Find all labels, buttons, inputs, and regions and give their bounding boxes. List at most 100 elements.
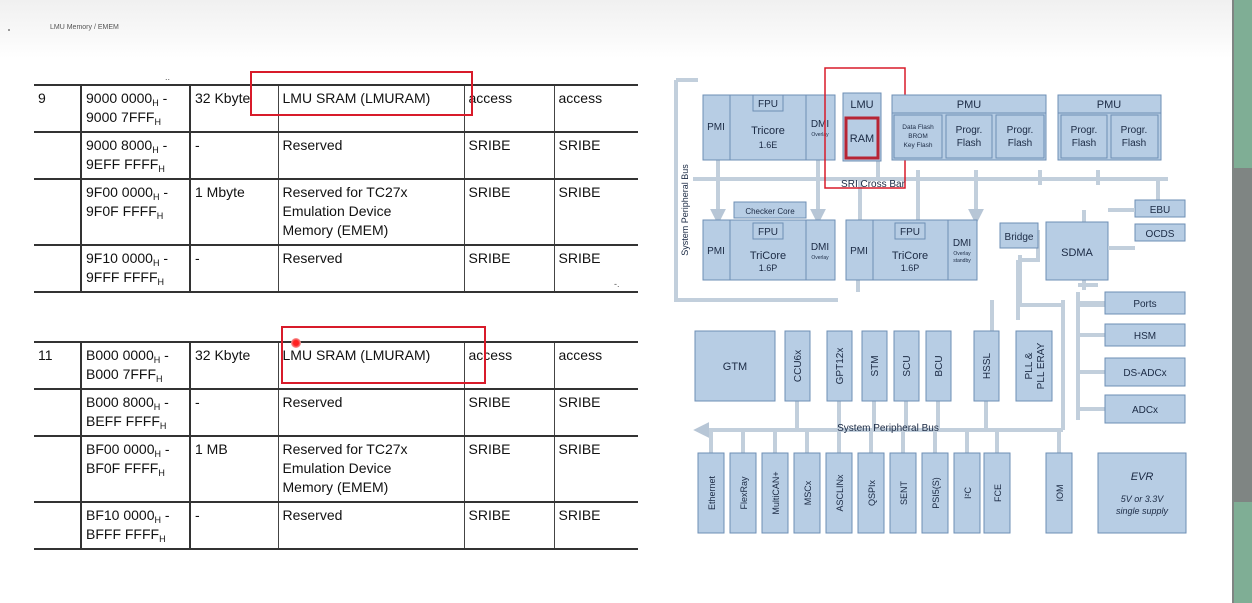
hex-suffix: H (158, 164, 165, 174)
hex-suffix: H (153, 402, 161, 412)
cpu0-dmi-label: DMI (811, 119, 829, 130)
cpu2-pmi[interactable] (845, 219, 874, 281)
cpu0-fpu-label: FPU (758, 99, 778, 110)
right-block-ds-adcx[interactable] (1104, 357, 1186, 387)
address-end: 9FFF FFFF (86, 269, 158, 285)
address-dash: - (160, 394, 169, 410)
cpu0-fpu[interactable] (752, 94, 784, 112)
description-cell: Reserved for TC27x Emulation Device Memory… (278, 179, 465, 246)
cpu1-checker-core[interactable] (733, 201, 807, 219)
address-end: BEFF FFFF (86, 413, 160, 429)
address-start: 9F00 0000 (86, 184, 153, 200)
cpu2-dmi-label: DMI (953, 238, 971, 249)
hex-suffix: H (158, 468, 165, 478)
table-row: BF00 0000H - BF0F FFFFH 1 MB Reserved for T… (34, 436, 638, 503)
address-range-cell: BF10 0000H - BFFF FFFFH (81, 502, 191, 550)
description-cell: Reserved (278, 245, 465, 293)
cpu1-pmi[interactable] (702, 219, 731, 281)
hex-suffix: H (156, 211, 164, 221)
block-asclinx[interactable] (825, 452, 853, 534)
description-cell: LMU SRAM (LMURAM) (278, 84, 465, 133)
sdma-label: SDMA (1061, 247, 1093, 259)
block-bcu[interactable] (925, 330, 952, 402)
access-cell: SRIBE (554, 389, 638, 437)
block-hssl[interactable] (973, 330, 1000, 402)
address-end: B000 7FFF (86, 366, 157, 382)
segment-cell (34, 436, 82, 503)
bus-lines (674, 78, 1168, 438)
right-block-hsm[interactable] (1104, 323, 1186, 347)
block-stm[interactable] (861, 330, 888, 402)
pmu0-dflash-l3: Key Flash (904, 142, 933, 149)
cpu2-dmi[interactable] (947, 219, 978, 281)
block-iom[interactable] (1045, 452, 1073, 534)
address-range-cell: B000 8000H - BEFF FFFFH (81, 389, 191, 437)
block-label: BCU (934, 355, 945, 376)
lmu-ram-block[interactable] (844, 116, 880, 160)
gtm-block[interactable] (694, 330, 776, 402)
pmu0-pflash1[interactable] (945, 114, 993, 159)
pmu1-group: PMU Progr. Flash Progr. Flash (1057, 94, 1162, 161)
block-qspix[interactable] (857, 452, 885, 534)
block-label: QSPIx (867, 480, 877, 507)
cpu1-fpu[interactable] (752, 222, 784, 240)
cpu1-dmi[interactable] (805, 219, 836, 281)
block-ccu6x[interactable] (784, 330, 811, 402)
cpu0-group: PMI FPU Tricore 1.6E DMI Overlay (702, 94, 836, 161)
block-fce[interactable] (983, 452, 1011, 534)
block-i-c[interactable] (953, 452, 981, 534)
access-cell: access (554, 84, 638, 133)
block-gpt12x[interactable] (826, 330, 853, 402)
block-scu[interactable] (893, 330, 920, 402)
evr-line2: single supply (1116, 506, 1169, 516)
breadcrumb[interactable]: LMU Memory / EMEM (50, 24, 119, 31)
block-label: CCU6x (793, 350, 804, 382)
cpu0-dmi[interactable] (805, 94, 836, 161)
pmu1-pflash1[interactable] (1060, 114, 1108, 159)
pmu1-pflash2-l1: Progr. (1121, 125, 1148, 136)
memory-map-table-segment-11: 11 B000 0000H - B000 7FFFH 32 Kbyte LMU SRAM… (34, 341, 638, 550)
block-mscx[interactable] (793, 452, 821, 534)
block-multican-[interactable] (761, 452, 789, 534)
pmu0-dflash[interactable] (893, 114, 943, 159)
right-block-adcx[interactable] (1104, 394, 1186, 424)
address-end: BF0F FFFF (86, 460, 159, 476)
bridge-block[interactable] (999, 222, 1039, 249)
pll-block[interactable] (1015, 330, 1053, 402)
cpu1-dmi-label: DMI (811, 242, 829, 253)
access-cell: access (554, 341, 638, 390)
block-sent[interactable] (889, 452, 917, 534)
cpu0-version: 1.6E (759, 140, 778, 150)
highlight-box-lmuram-bottom (281, 326, 486, 384)
pmu0-pflash2[interactable] (995, 114, 1045, 159)
cpu2-dmi-sub-1: Overlay (953, 251, 971, 257)
cpu2-pmi-label: PMI (850, 246, 868, 257)
hex-suffix: H (154, 117, 161, 127)
sdma-block[interactable] (1045, 221, 1109, 281)
highlight-box-lmuram-top (250, 71, 473, 116)
hex-suffix: H (152, 258, 160, 268)
description-line: LMU SRAM (LMURAM) (282, 347, 431, 363)
size-cell: 1 Mbyte (190, 179, 279, 246)
spb-horizontal-label: System Peripheral Bus (837, 423, 939, 434)
cpu1-checker-label: Checker Core (745, 207, 795, 216)
description-line: LMU SRAM (LMURAM) (282, 90, 431, 106)
description-line: Reserved (282, 250, 343, 266)
block-flexray[interactable] (729, 452, 757, 534)
pmu1-pflash2[interactable] (1110, 114, 1159, 159)
access-cell: SRIBE (464, 436, 555, 503)
pmu1-pflash1-l1: Progr. (1071, 125, 1098, 136)
ocds-block[interactable] (1134, 223, 1186, 242)
evr-block[interactable] (1097, 452, 1187, 534)
right-block-ports[interactable] (1104, 291, 1186, 315)
description-cell: Reserved (278, 389, 465, 437)
cpu0-pmi[interactable] (702, 94, 731, 161)
block-psi5-s-[interactable] (921, 452, 949, 534)
block-ethernet[interactable] (697, 452, 725, 534)
segment-cell (34, 132, 82, 180)
address-range-cell: B000 0000H - B000 7FFFH (81, 341, 191, 390)
address-dash: - (158, 137, 168, 153)
address-range-cell: 9000 0000H -9000 7FFFH (81, 84, 191, 133)
cpu2-fpu[interactable] (894, 222, 926, 240)
address-end: BFFF FFFF (86, 526, 160, 542)
